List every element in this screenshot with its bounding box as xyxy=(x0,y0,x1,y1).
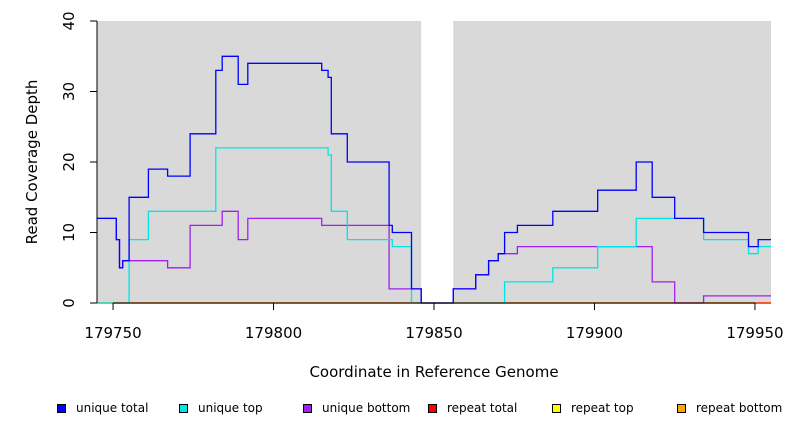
legend-label: unique top xyxy=(198,401,263,415)
legend-item: repeat top xyxy=(552,401,634,415)
legend-label: repeat bottom xyxy=(696,401,783,415)
legend-item: repeat total xyxy=(428,401,517,415)
axes-layer: 0 10 20 30 40 179750 179800 179850 179900 179950 xyxy=(60,11,784,342)
legend-swatch xyxy=(179,403,188,413)
y-tick-label: 0 xyxy=(60,298,78,308)
x-tick-label: 179900 xyxy=(566,324,623,342)
x-tick-label: 179800 xyxy=(245,324,302,342)
y-axis-label: Read Coverage Depth xyxy=(23,80,41,245)
x-tick-label: 179950 xyxy=(726,324,783,342)
x-tick-label: 179850 xyxy=(405,324,462,342)
legend-swatch xyxy=(303,403,312,413)
legend-label: repeat total xyxy=(447,401,518,415)
x-axis-label: Coordinate in Reference Genome xyxy=(309,363,558,381)
legend: unique total unique top unique bottom repea… xyxy=(0,401,792,421)
y-tick-label: 20 xyxy=(60,152,78,171)
plot-background xyxy=(97,21,771,303)
legend-swatch xyxy=(677,403,686,413)
series-line-unique-bottom xyxy=(97,210,771,304)
y-tick-label: 40 xyxy=(60,11,78,30)
legend-label: unique total xyxy=(76,401,149,415)
gap-region xyxy=(421,21,454,303)
legend-item: unique total xyxy=(57,401,148,415)
y-tick-label: 30 xyxy=(60,82,78,101)
legend-item: unique top xyxy=(179,401,263,415)
legend-item: unique bottom xyxy=(303,401,410,415)
legend-label: repeat top xyxy=(571,401,634,415)
series-line-unique-total xyxy=(97,55,771,304)
legend-swatch xyxy=(552,403,561,413)
x-tick-label: 179750 xyxy=(84,324,141,342)
legend-label: unique bottom xyxy=(322,401,411,415)
legend-swatch xyxy=(57,403,66,413)
legend-item: repeat bottom xyxy=(677,401,782,415)
legend-swatch xyxy=(428,403,437,413)
y-tick-label: 10 xyxy=(60,223,78,242)
